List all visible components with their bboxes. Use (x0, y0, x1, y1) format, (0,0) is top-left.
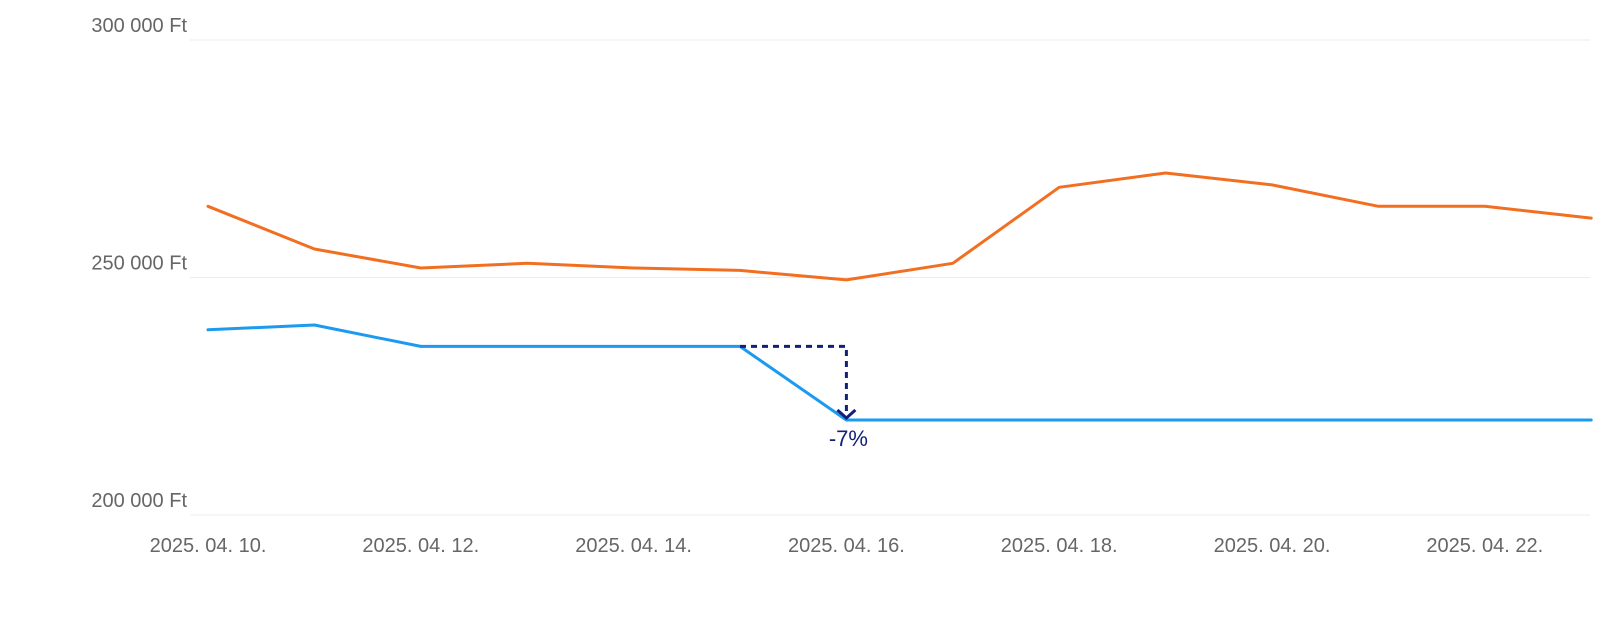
x-tick-label: 2025. 04. 18. (1001, 535, 1118, 557)
series-line-2 (206, 323, 1593, 422)
x-tick-label: 2025. 04. 16. (788, 535, 905, 557)
x-tick-label: 2025. 04. 12. (362, 535, 479, 557)
annotation-arrow-icon (836, 408, 857, 421)
annotation-label: -7% (829, 426, 868, 451)
x-tick-label: 2025. 04. 22. (1426, 535, 1543, 557)
series-line-1 (206, 171, 1593, 282)
y-tick-label: 250 000 Ft (91, 253, 187, 275)
x-tick-label: 2025. 04. 20. (1214, 535, 1331, 557)
x-tick-label: 2025. 04. 14. (575, 535, 692, 557)
y-tick-label: 300 000 Ft (91, 15, 187, 37)
annotation-dashed-step (740, 344, 848, 414)
x-tick-label: 2025. 04. 10. (150, 535, 267, 557)
y-tick-label: 200 000 Ft (91, 490, 187, 512)
